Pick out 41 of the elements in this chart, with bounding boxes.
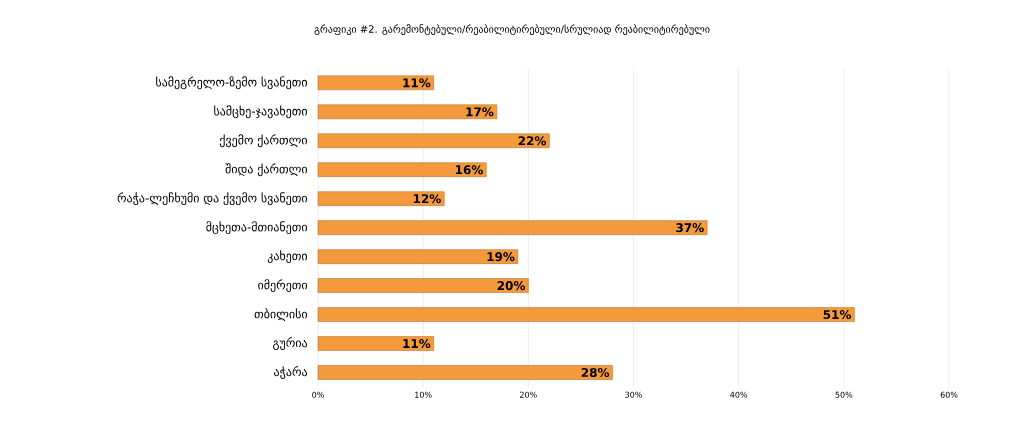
data-label: 22% bbox=[518, 136, 547, 146]
data-label: 12% bbox=[413, 194, 441, 204]
y-tick-label: მცხეთა-მთიანეთი bbox=[206, 221, 308, 235]
bar bbox=[317, 162, 487, 177]
data-label: 20% bbox=[497, 281, 526, 291]
y-tick-label: ქვემო ქართლი bbox=[219, 134, 308, 148]
y-tick-label: შიდა ქართლი bbox=[225, 163, 308, 177]
data-label: 17% bbox=[466, 107, 494, 117]
x-tick-label: 50% bbox=[835, 391, 853, 398]
y-tick-label: სამცხე-ჯავახეთი bbox=[214, 105, 308, 119]
bar bbox=[317, 307, 855, 322]
data-label: 37% bbox=[676, 223, 704, 233]
x-tick-label: 60% bbox=[940, 391, 958, 398]
x-tick-label: 30% bbox=[625, 391, 642, 398]
x-tick-label: 20% bbox=[520, 391, 537, 398]
y-tick-label: კახეთი bbox=[267, 250, 308, 263]
x-tick-label: 10% bbox=[415, 391, 432, 398]
bar bbox=[317, 220, 708, 235]
bar bbox=[317, 278, 529, 293]
x-tick-label: 0% bbox=[312, 391, 324, 398]
bar bbox=[317, 75, 434, 91]
data-label: 51% bbox=[823, 310, 852, 320]
x-tick-label: 40% bbox=[730, 391, 748, 398]
chart-title: გრაფიკი #2. გარემონტებული/რეაბილიტირებული/სრულიად რეაბილიტირებული bbox=[314, 24, 710, 36]
y-tick-label: სამეგრელო-ზემო სვანეთი bbox=[156, 76, 307, 90]
data-label: 11% bbox=[403, 338, 431, 349]
y-tick-label: რაჭა-ლეჩხუმი და ქვემო სვანეთი bbox=[117, 192, 308, 206]
data-label: 19% bbox=[487, 252, 515, 262]
bar bbox=[317, 133, 550, 149]
y-tick-label: გურია bbox=[273, 337, 308, 350]
bar bbox=[317, 365, 613, 380]
bar bbox=[317, 191, 445, 206]
data-label: 28% bbox=[581, 367, 610, 378]
bar bbox=[317, 249, 519, 264]
y-tick-label: თბილისი bbox=[254, 308, 308, 321]
y-tick-label: იმერეთი bbox=[258, 279, 308, 293]
data-label: 16% bbox=[455, 165, 483, 175]
y-tick-label: აჭარა bbox=[274, 366, 308, 379]
bar bbox=[317, 336, 434, 351]
bar bbox=[317, 104, 498, 120]
data-label: 11% bbox=[403, 78, 431, 88]
